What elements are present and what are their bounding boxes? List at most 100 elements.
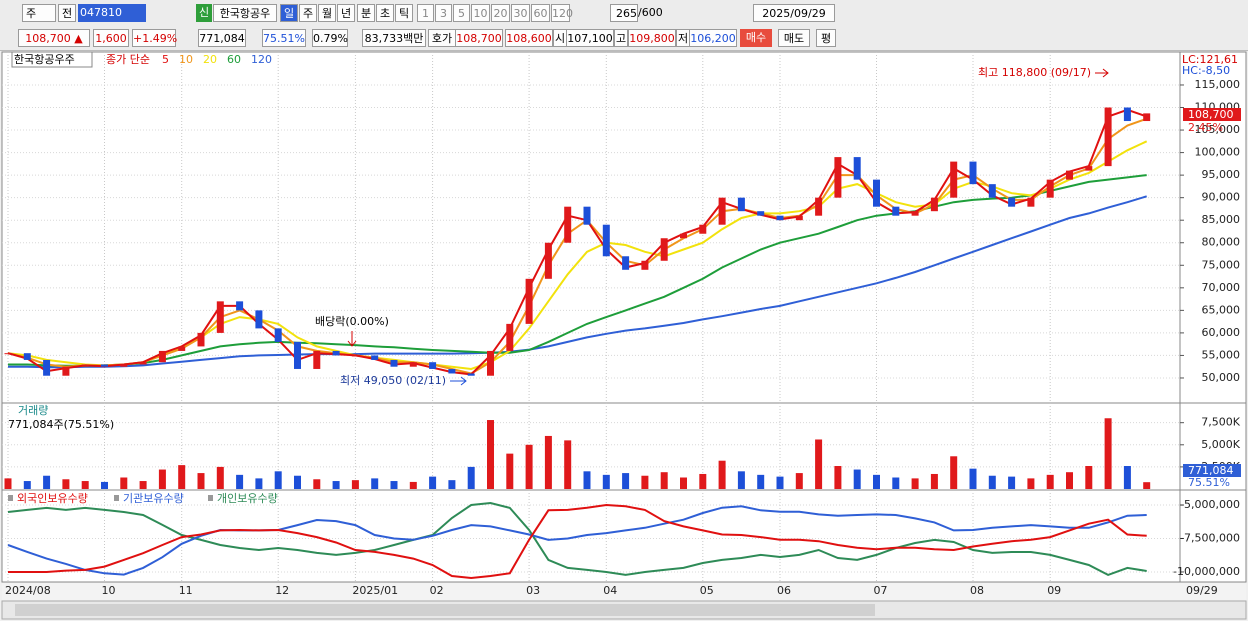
- volume-bar: [351, 480, 359, 489]
- volume-bar: [390, 481, 398, 489]
- interval-button[interactable]: 60: [531, 4, 550, 22]
- y-tick-label: 90,000: [1202, 191, 1241, 204]
- candle: [641, 260, 649, 270]
- volume-bar: [1143, 482, 1151, 489]
- quote-change-pct: +1.49%: [132, 29, 177, 47]
- volume-bar: [622, 473, 630, 489]
- volume-bar: [969, 468, 977, 489]
- count-input[interactable]: 265: [610, 4, 638, 22]
- volume-bar: [873, 474, 880, 489]
- avg-button[interactable]: 평: [816, 29, 836, 47]
- interval-button[interactable]: 1: [417, 4, 434, 22]
- quote-open-label: 시: [553, 29, 567, 47]
- candle: [313, 350, 321, 369]
- legend-entry: 개인보유수량: [217, 492, 278, 505]
- period-button[interactable]: 주: [299, 4, 317, 22]
- scroll-thumb[interactable]: [15, 604, 875, 616]
- candle: [120, 364, 128, 367]
- volume-bar: [564, 440, 572, 489]
- candle: [62, 366, 70, 376]
- volume-bar: [4, 478, 12, 489]
- interval-button[interactable]: 5: [453, 4, 470, 22]
- candle: [853, 157, 861, 180]
- y-tick-label: 95,000: [1202, 168, 1241, 181]
- volume-bar: [81, 481, 89, 489]
- y-tick-label: 50,000: [1202, 371, 1241, 384]
- interval-button[interactable]: 10: [471, 4, 490, 22]
- volume-bar: [853, 469, 861, 489]
- candle: [1085, 166, 1093, 171]
- candle: [294, 341, 301, 369]
- volume-bar: [660, 472, 668, 489]
- x-tick-label: 10: [102, 584, 116, 597]
- x-tick-label: 06: [777, 584, 791, 597]
- volume-bar: [680, 477, 687, 489]
- candle: [1008, 197, 1016, 207]
- candle: [776, 215, 784, 221]
- interval-button[interactable]: 120: [551, 4, 573, 22]
- period-button[interactable]: 초: [376, 4, 394, 22]
- candle: [544, 242, 552, 279]
- legend-marker: [114, 495, 119, 501]
- date-input[interactable]: 2025/09/29: [753, 4, 835, 22]
- volume-bar: [815, 439, 823, 489]
- legend-entry: 5: [162, 53, 169, 66]
- period-button[interactable]: 틱: [395, 4, 413, 22]
- new-badge[interactable]: 신: [196, 4, 212, 22]
- quote-low-label: 저: [676, 29, 690, 47]
- candle: [236, 301, 244, 311]
- interval-button[interactable]: 3: [435, 4, 452, 22]
- annotation-arrow: [1095, 68, 1109, 78]
- code-input[interactable]: 047810: [78, 4, 146, 22]
- buy-button[interactable]: 매수: [740, 29, 772, 47]
- interval-button[interactable]: 20: [491, 4, 510, 22]
- period-button[interactable]: 일: [280, 4, 298, 22]
- candle: [815, 197, 823, 216]
- candle: [409, 362, 417, 367]
- candle: [892, 206, 900, 216]
- candle: [467, 373, 475, 376]
- stock-name[interactable]: 한국항공우: [213, 4, 277, 22]
- volume-bar: [139, 481, 147, 489]
- candle: [429, 362, 437, 369]
- max-count: /600: [638, 6, 663, 19]
- x-axis-band: [2, 583, 1246, 600]
- period-button[interactable]: 분: [357, 4, 375, 22]
- candle: [390, 359, 398, 367]
- candle: [699, 224, 707, 234]
- candle: [1104, 107, 1112, 167]
- candle: [23, 353, 31, 360]
- candle: [1123, 107, 1131, 122]
- quote-turnover-rate: 0.79%: [312, 29, 348, 47]
- prev-button[interactable]: 전: [58, 4, 76, 22]
- volume-bar: [1104, 418, 1112, 489]
- annotation: 최저 49,050 (02/11): [340, 374, 446, 387]
- volume-bar: [583, 471, 591, 489]
- volume-bar: [757, 474, 765, 489]
- volume-bar: [371, 478, 379, 489]
- volume-bar: [274, 471, 282, 489]
- x-tick-label: 02: [430, 584, 444, 597]
- price-last: 108,700: [1188, 108, 1234, 121]
- market-select[interactable]: 주: [22, 4, 56, 22]
- y-tick-label: 85,000: [1202, 213, 1241, 226]
- sell-button[interactable]: 매도: [778, 29, 810, 47]
- candle: [43, 359, 51, 376]
- volume-bar: [294, 475, 301, 489]
- legend-entry: 기관보유수량: [123, 492, 184, 505]
- annotation: 배당락(0.00%): [315, 315, 389, 328]
- x-tick-label: 05: [700, 584, 714, 597]
- candle: [718, 197, 726, 225]
- candle: [139, 362, 147, 365]
- legend-entry: 120: [251, 53, 272, 66]
- volume-bar: [1008, 476, 1016, 489]
- candle: [930, 197, 938, 212]
- period-button[interactable]: 월: [318, 4, 336, 22]
- volume-bar: [1085, 466, 1093, 489]
- x-tick-label: 2025/01: [352, 584, 398, 597]
- interval-button[interactable]: 30: [511, 4, 530, 22]
- title-box: [11, 51, 93, 68]
- y-tick-label: 5,000K: [1201, 438, 1240, 451]
- period-button[interactable]: 년: [337, 4, 355, 22]
